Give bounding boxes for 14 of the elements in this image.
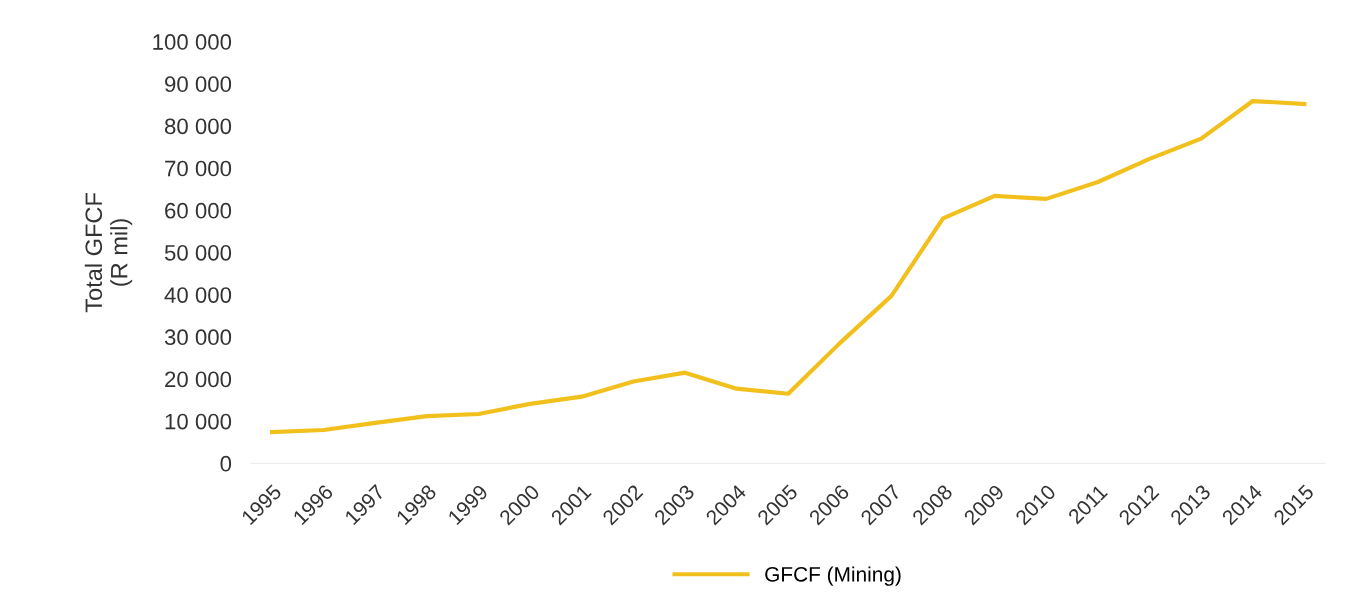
y-tick-label: 0 <box>220 455 232 472</box>
y-tick-label: 100 000 <box>153 34 232 50</box>
y-tick-label: 20 000 <box>165 371 232 388</box>
legend-label: GFCF (Mining) <box>765 566 901 586</box>
y-tick-label: 60 000 <box>165 202 232 219</box>
y-tick-label: 70 000 <box>165 160 232 177</box>
y-axis-title: Total GFCF (R mil) <box>84 193 133 313</box>
y-tick-label: 90 000 <box>165 76 232 93</box>
y-tick-label: 30 000 <box>164 329 232 346</box>
y-tick-label: 50 000 <box>164 244 232 261</box>
y-tick-label: 40 000 <box>164 287 232 303</box>
y-tick-label: 10 000 <box>165 413 232 430</box>
y-tick-label: 80 000 <box>164 118 232 135</box>
line-series <box>269 98 1307 435</box>
